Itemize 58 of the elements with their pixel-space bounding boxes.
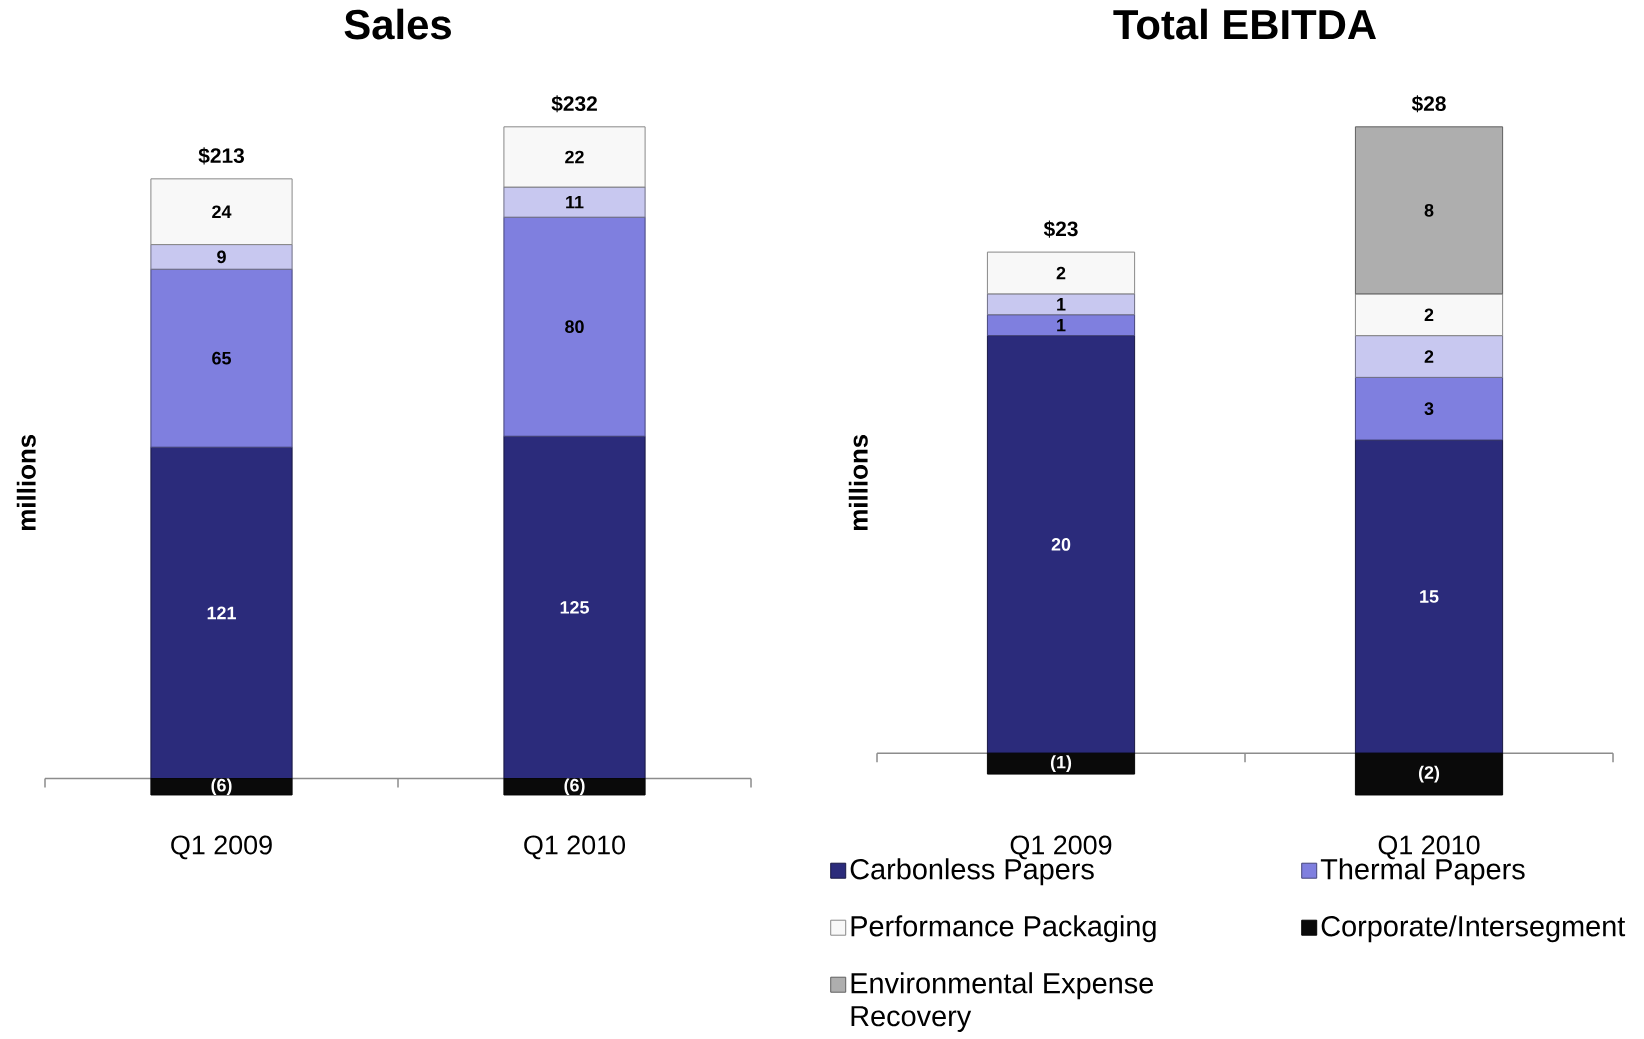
bar: [986, 314, 1136, 337]
x-tick-label: Q1 2009: [171, 835, 272, 860]
bar: [150, 778, 293, 796]
legend-label: Thermal Papers: [1320, 858, 1525, 886]
bar: [1354, 335, 1504, 378]
data-label: 125: [560, 601, 589, 614]
bar: [1354, 752, 1504, 796]
data-label: 1: [1057, 298, 1066, 311]
bar: [150, 446, 293, 780]
data-label: 9: [217, 250, 226, 264]
chart-title: Sales: [344, 8, 451, 40]
data-label: 8: [1424, 203, 1434, 217]
total-label: $23: [1043, 220, 1078, 238]
data-label: 2: [1056, 266, 1066, 280]
data-label: 65: [212, 351, 231, 365]
bar: [1354, 293, 1504, 337]
bar: [986, 293, 1136, 316]
bar: [503, 186, 646, 218]
bar: [1354, 439, 1504, 754]
bar: [503, 126, 646, 188]
data-label: 2: [1424, 350, 1434, 363]
data-label: 3: [1424, 402, 1434, 416]
data-label: (6): [564, 778, 585, 796]
data-label: 11: [566, 195, 584, 209]
legend-label: Environmental Expense Recovery: [851, 972, 1153, 1033]
total-label: $232: [551, 95, 597, 113]
data-label: 22: [565, 150, 584, 164]
bar: [503, 216, 646, 437]
data-label: 80: [565, 320, 584, 334]
bar: [150, 268, 293, 448]
total-label: $28: [1411, 95, 1446, 113]
bar: [986, 335, 1136, 754]
data-label: 20: [1051, 538, 1071, 551]
bar: [503, 778, 646, 796]
bar: [150, 178, 293, 246]
bar: [1354, 376, 1504, 441]
data-label: 15: [1420, 590, 1439, 603]
bar: [150, 244, 293, 270]
data-label: 2: [1424, 308, 1434, 321]
data-label: 121: [207, 606, 236, 620]
y-axis-title: millions: [848, 434, 868, 531]
y-axis-title: millions: [16, 434, 36, 531]
legend-label: Carbonless Papers: [850, 858, 1094, 886]
bar: [986, 251, 1136, 295]
bar: [1354, 126, 1504, 295]
chart-title: Total EBITDA: [1113, 8, 1376, 40]
total-label: $213: [198, 147, 244, 165]
data-label: (6): [211, 778, 232, 796]
data-label: (1): [1050, 755, 1072, 772]
data-label: (2): [1418, 765, 1440, 783]
legend-label: Performance Packaging: [851, 915, 1156, 943]
data-label: 24: [212, 205, 232, 218]
x-tick-label: Q1 2010: [524, 835, 626, 860]
data-label: 1: [1057, 319, 1066, 332]
x-tick-label: Q1 2009: [1010, 835, 1112, 860]
bar: [986, 752, 1136, 775]
bar: [503, 435, 646, 780]
legend-label: Corporate/Intersegment: [1321, 915, 1626, 943]
